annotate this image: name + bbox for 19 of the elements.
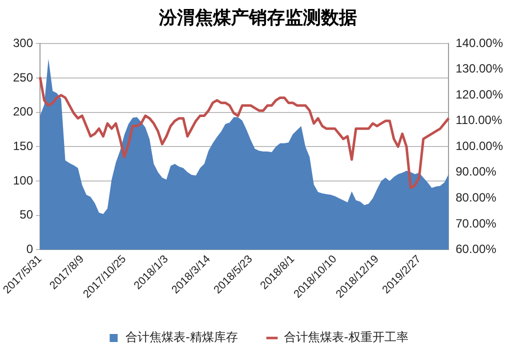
- y-tick-label: 150: [12, 138, 34, 153]
- y-tick-label: 0: [26, 242, 34, 256]
- y2-tick-label: 70.00%: [456, 216, 497, 230]
- y2-tick-label: 80.00%: [456, 190, 497, 205]
- y2-tick-label: 110.00%: [456, 113, 502, 128]
- y-tick-label: 50: [20, 208, 34, 222]
- y2-tick-label: 90.00%: [456, 164, 497, 179]
- legend-label: 合计焦煤表-权重开工率: [284, 330, 408, 344]
- chart-title: 汾渭焦煤产销存监测数据: [158, 7, 357, 28]
- y2-tick-label: 130.00%: [456, 62, 504, 76]
- y-tick-label: 250: [12, 70, 34, 84]
- y-tick-label: 300: [12, 36, 34, 50]
- y2-tick-label: 120.00%: [456, 87, 504, 102]
- y2-tick-label: 100.00%: [456, 138, 504, 153]
- y2-tick-label: 140.00%: [456, 36, 504, 50]
- y-tick-label: 200: [12, 104, 34, 119]
- y-tick-label: 100: [12, 173, 34, 188]
- legend-label: 合计焦煤表-精煤库存: [126, 330, 238, 344]
- y2-tick-label: 60.00%: [456, 242, 497, 256]
